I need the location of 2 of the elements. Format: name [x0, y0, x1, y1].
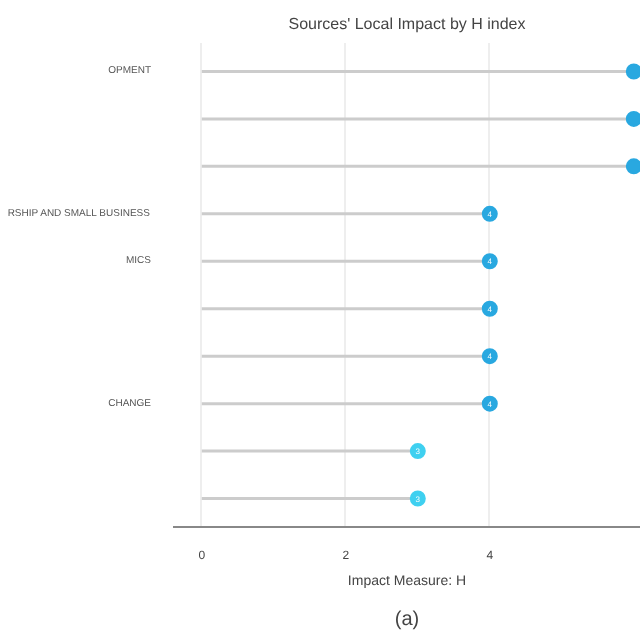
chart-title: Sources' Local Impact by H index: [288, 15, 526, 33]
text: (a): [394, 609, 420, 631]
